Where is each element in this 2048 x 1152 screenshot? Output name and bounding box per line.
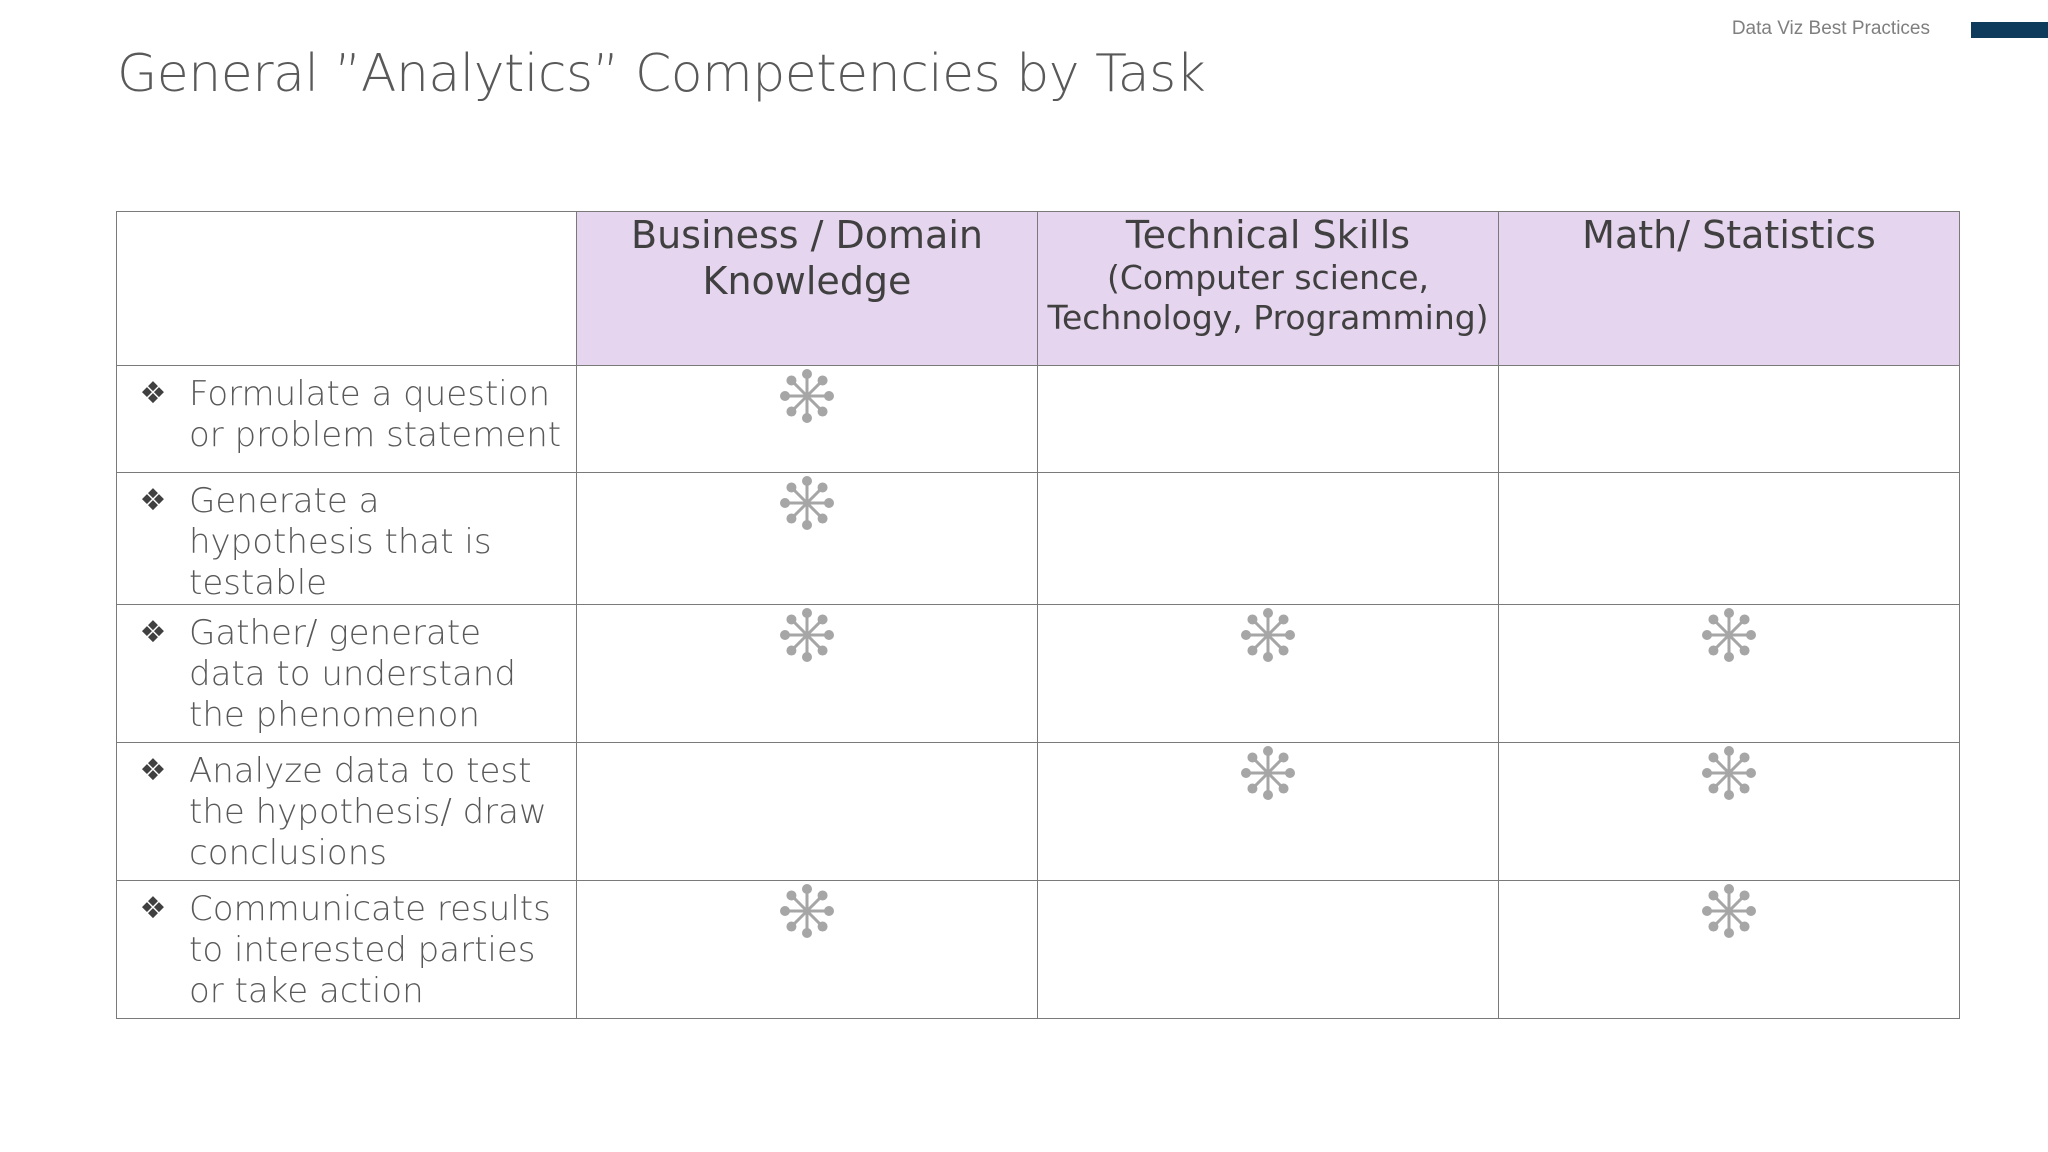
- task-cell: ❖ Analyze data to test the hypothesis/ dr…: [116, 742, 577, 881]
- competency-cell: [576, 880, 1038, 1019]
- empty-header-cell: [116, 211, 577, 366]
- competency-cell: [576, 365, 1038, 473]
- bullet-icon: ❖: [139, 376, 167, 411]
- competency-cell: [1498, 365, 1960, 473]
- competency-cell: [1037, 880, 1499, 1019]
- bullet-icon: ❖: [139, 615, 167, 650]
- slide-title: General ”Analytics” Competencies by Task: [117, 44, 1206, 104]
- table-row: ❖ Analyze data to test the hypothesis/ dr…: [116, 742, 1960, 881]
- task-label: Analyze data to test the hypothesis/ dra…: [189, 751, 547, 873]
- competency-cell: [1037, 365, 1499, 473]
- column-header-math: Math/ Statistics: [1498, 211, 1960, 366]
- asterisk-network-icon: [1702, 608, 1756, 662]
- column-subtitle: (Computer science, Technology, Programmi…: [1047, 258, 1489, 337]
- bullet-icon: ❖: [139, 483, 167, 518]
- competency-cell: [1498, 472, 1960, 605]
- column-title: Math/ Statistics: [1582, 213, 1876, 257]
- task-cell: ❖ Communicate results to interested parti…: [116, 880, 577, 1019]
- bullet-icon: ❖: [139, 891, 167, 926]
- asterisk-network-icon: [780, 884, 834, 938]
- asterisk-network-icon: [1241, 746, 1295, 800]
- asterisk-network-icon: [1702, 746, 1756, 800]
- bullet-icon: ❖: [139, 753, 167, 788]
- asterisk-network-icon: [780, 608, 834, 662]
- column-title: Business / Domain Knowledge: [631, 213, 983, 303]
- competency-table: Business / Domain Knowledge Technical Sk…: [116, 211, 1960, 1019]
- task-rows: ❖ Formulate a question or problem stateme…: [116, 365, 1960, 1019]
- task-cell: ❖ Formulate a question or problem stateme…: [116, 365, 577, 473]
- competency-cell: [576, 742, 1038, 881]
- column-title: Technical Skills: [1125, 213, 1411, 257]
- table-row: ❖ Generate a hypothesis that is testable: [116, 472, 1960, 605]
- task-label: Communicate results to interested partie…: [189, 889, 551, 1011]
- column-header-technical: Technical Skills (Computer science, Tech…: [1037, 211, 1499, 366]
- asterisk-network-icon: [1241, 608, 1295, 662]
- table-row: ❖ Gather/ generate data to understand the…: [116, 604, 1960, 743]
- competency-cell: [1498, 880, 1960, 1019]
- competency-cell: [576, 472, 1038, 605]
- table-header-row: Business / Domain Knowledge Technical Sk…: [116, 211, 1960, 366]
- task-cell: ❖ Gather/ generate data to understand the…: [116, 604, 577, 743]
- column-header-business: Business / Domain Knowledge: [576, 211, 1038, 366]
- table-row: ❖ Formulate a question or problem stateme…: [116, 365, 1960, 473]
- competency-cell: [1037, 742, 1499, 881]
- competency-cell: [1498, 604, 1960, 743]
- competency-cell: [1037, 472, 1499, 605]
- task-cell: ❖ Generate a hypothesis that is testable: [116, 472, 577, 605]
- table-row: ❖ Communicate results to interested parti…: [116, 880, 1960, 1019]
- asterisk-network-icon: [1702, 884, 1756, 938]
- competency-cell: [1498, 742, 1960, 881]
- header-accent-bar: [1971, 22, 2048, 38]
- task-label: Formulate a question or problem statemen…: [189, 374, 562, 455]
- competency-cell: [576, 604, 1038, 743]
- competency-cell: [1037, 604, 1499, 743]
- task-label: Generate a hypothesis that is testable: [189, 481, 492, 603]
- task-label: Gather/ generate data to understand the …: [189, 613, 516, 735]
- header-label: Data Viz Best Practices: [1731, 18, 1930, 39]
- asterisk-network-icon: [780, 476, 834, 530]
- asterisk-network-icon: [780, 369, 834, 423]
